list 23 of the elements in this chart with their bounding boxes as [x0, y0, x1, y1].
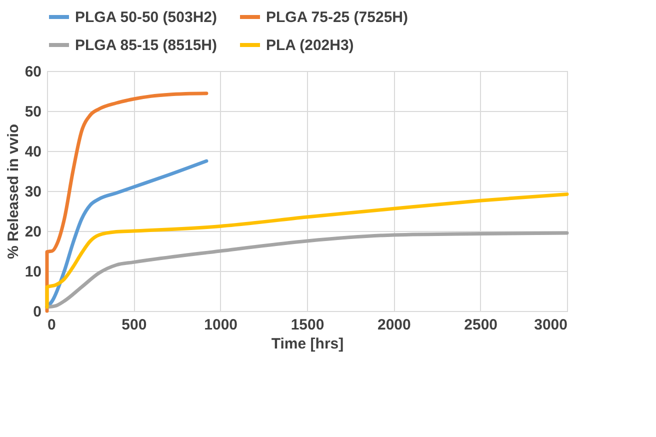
y-tick-label: 10 — [24, 264, 42, 280]
y-tick-label: 50 — [24, 104, 42, 120]
legend-label: PLA (202H3) — [266, 37, 354, 54]
x-tick-label: 500 — [122, 316, 147, 334]
x-axis-title: Time [hrs] — [271, 336, 344, 352]
legend-label: PLGA 50-50 (503H2) — [75, 9, 218, 26]
x-tick-label: 2000 — [377, 316, 411, 334]
x-tick-label: 3000 — [534, 316, 568, 334]
y-tick-label: 60 — [24, 64, 42, 80]
y-tick-label: 30 — [24, 184, 42, 200]
y-tick-label: 20 — [24, 224, 42, 240]
x-tick-label: 1000 — [204, 316, 238, 334]
line-series — [45, 159, 208, 309]
y-axis-title: % Released in vvio — [4, 124, 22, 260]
x-tick-label: 2500 — [464, 316, 498, 334]
legend-label: PLGA 75-25 (7525H) — [266, 9, 408, 26]
x-tick-label: 1500 — [290, 316, 324, 334]
line-series — [45, 192, 569, 309]
y-tick-label: 40 — [24, 144, 42, 160]
line-series — [45, 92, 208, 313]
legend-label: PLGA 85-15 (8515H) — [75, 37, 218, 54]
x-tick-label: 0 — [48, 316, 56, 334]
y-tick-label: 0 — [33, 304, 42, 320]
